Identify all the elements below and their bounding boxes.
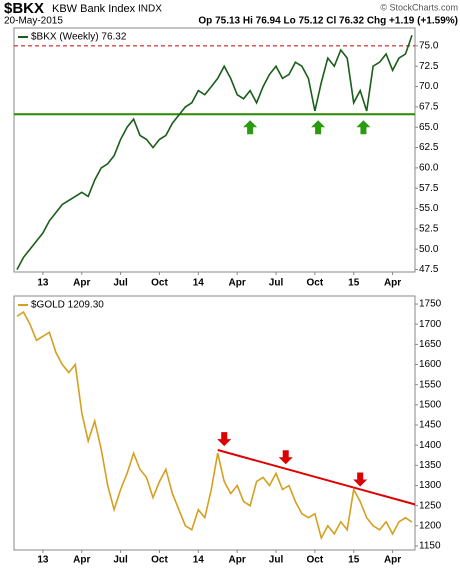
plot: [16, 310, 415, 541]
trendline: [217, 449, 415, 506]
symbol: $BKX: [4, 0, 44, 17]
y-tick-label: 1400: [419, 440, 442, 451]
x-tick-label: 14: [193, 278, 205, 289]
price-line: [16, 34, 413, 270]
arrow: [311, 120, 326, 135]
x-tick-label: Jul: [113, 278, 128, 289]
legend: $BKX (Weekly) 76.32: [31, 32, 127, 43]
y-tick-label: 1450: [419, 420, 442, 431]
y-tick-label: 72.5: [419, 61, 439, 72]
y-tick-label: 1350: [419, 460, 442, 471]
quote: Op 75.13 Hi 76.94 Lo 75.12 Cl 76.32 Chg …: [198, 16, 458, 27]
y-tick-label: 1650: [419, 339, 442, 350]
x-tick-label: Jul: [113, 555, 128, 566]
panel: [13, 295, 416, 551]
y-tick-label: 70.0: [419, 81, 439, 92]
x-tick-label: Oct: [307, 555, 324, 566]
x-tick-label: Oct: [151, 555, 168, 566]
y-tick-label: 65.0: [419, 122, 439, 133]
y-tick-label: 1550: [419, 379, 442, 390]
panel: [13, 27, 416, 273]
plot: [14, 34, 415, 270]
arrow: [243, 120, 258, 135]
credit: © StockCharts.com: [380, 2, 458, 12]
y-tick-label: 1600: [419, 359, 442, 370]
x-tick-label: Apr: [229, 278, 246, 289]
x-tick-label: Apr: [384, 278, 401, 289]
y-tick-label: 50.0: [419, 244, 439, 255]
price-line: [16, 310, 413, 541]
y-tick-label: 1200: [419, 520, 442, 531]
y-tick-label: 1300: [419, 480, 442, 491]
x-tick-label: Apr: [73, 555, 90, 566]
y-tick-label: 62.5: [419, 142, 439, 153]
y-tick-label: 52.5: [419, 224, 439, 235]
x-tick-label: Apr: [384, 555, 401, 566]
y-tick-label: 75.0: [419, 41, 439, 52]
y-tick-label: 1500: [419, 399, 442, 410]
y-tick-label: 1700: [419, 319, 442, 330]
x-tick-label: 15: [348, 278, 360, 289]
arrow: [278, 450, 293, 465]
y-tick-label: 55.0: [419, 203, 439, 214]
date: 20-May-2015: [4, 16, 63, 27]
y-tick-label: 1250: [419, 500, 442, 511]
arrow: [217, 432, 232, 447]
legend: $GOLD 1209.30: [31, 300, 104, 311]
x-tick-label: Oct: [307, 278, 324, 289]
y-tick-label: 47.5: [419, 264, 439, 275]
exchange: INDX: [138, 4, 162, 15]
x-tick-label: 14: [193, 555, 205, 566]
x-tick-label: 13: [37, 278, 49, 289]
x-tick-label: Oct: [151, 278, 168, 289]
arrow: [353, 472, 368, 487]
x-tick-label: Apr: [73, 278, 90, 289]
x-tick-label: 15: [348, 555, 360, 566]
y-tick-label: 60.0: [419, 163, 439, 174]
y-tick-label: 67.5: [419, 102, 439, 113]
y-tick-label: 57.5: [419, 183, 439, 194]
arrow: [356, 120, 371, 135]
x-tick-label: Jul: [269, 555, 284, 566]
x-tick-label: Apr: [229, 555, 246, 566]
x-tick-label: Jul: [269, 278, 284, 289]
y-tick-label: 1750: [419, 299, 442, 310]
x-tick-label: 13: [37, 555, 49, 566]
y-tick-label: 1150: [419, 541, 441, 552]
index-name: KBW Bank Index: [52, 3, 136, 15]
